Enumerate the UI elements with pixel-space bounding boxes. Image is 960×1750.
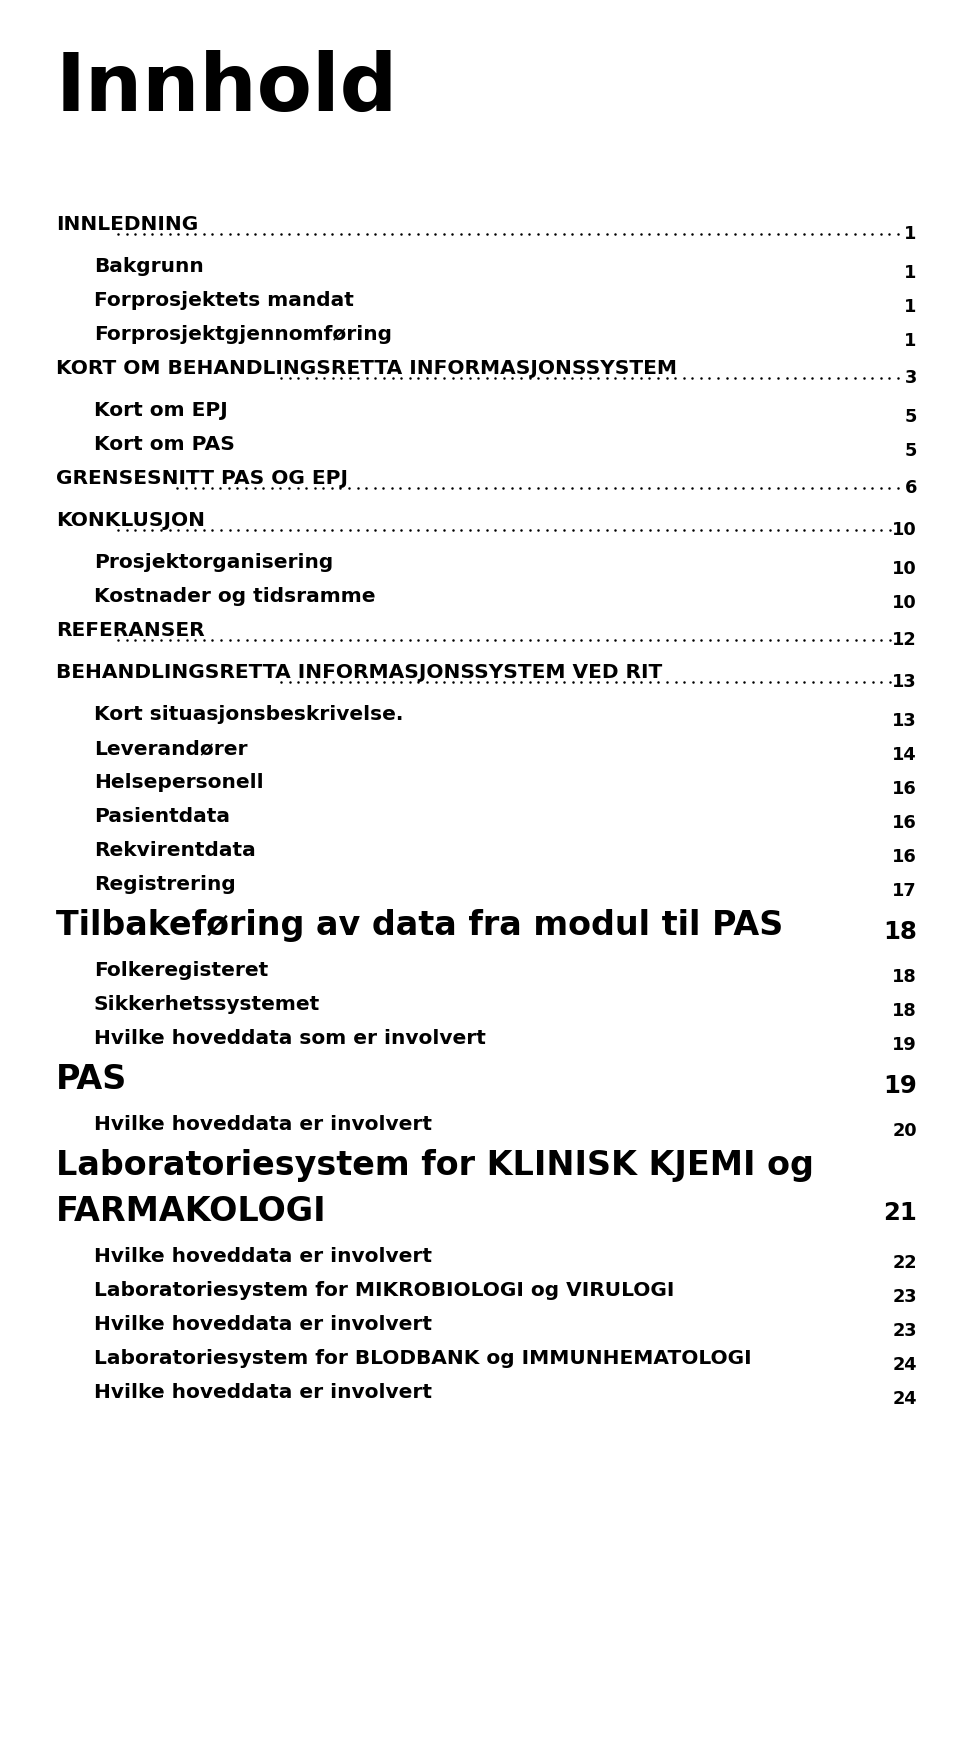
Text: 19: 19 [883,1074,917,1097]
Text: Kostnader og tidsramme: Kostnader og tidsramme [94,586,375,605]
Text: Folkeregisteret: Folkeregisteret [94,961,268,980]
Text: Laboratoriesystem for BLODBANK og IMMUNHEMATOLOGI: Laboratoriesystem for BLODBANK og IMMUNH… [94,1349,752,1368]
Text: 18: 18 [883,920,917,943]
Text: 1: 1 [904,332,917,350]
Text: FARMAKOLOGI: FARMAKOLOGI [56,1195,326,1228]
Text: 14: 14 [892,746,917,765]
Text: REFERANSER: REFERANSER [56,621,204,640]
Text: Hvilke hoveddata er involvert: Hvilke hoveddata er involvert [94,1382,432,1402]
Text: 18: 18 [892,1003,917,1020]
Text: 19: 19 [892,1036,917,1054]
Text: Hvilke hoveddata er involvert: Hvilke hoveddata er involvert [94,1115,432,1134]
Text: 12: 12 [892,632,917,649]
Text: 16: 16 [892,780,917,798]
Text: Hvilke hoveddata er involvert: Hvilke hoveddata er involvert [94,1314,432,1334]
Text: 10: 10 [892,522,917,539]
Text: 24: 24 [892,1356,917,1374]
Text: 24: 24 [892,1390,917,1409]
Text: 3: 3 [904,369,917,387]
Text: Rekvirentdata: Rekvirentdata [94,842,255,859]
Text: 10: 10 [892,593,917,612]
Text: 23: 23 [892,1321,917,1340]
Text: 17: 17 [892,882,917,900]
Text: Prosjektorganisering: Prosjektorganisering [94,553,333,572]
Text: Kort om EPJ: Kort om EPJ [94,401,228,420]
Text: Kort situasjonsbeskrivelse.: Kort situasjonsbeskrivelse. [94,705,403,724]
Text: INNLEDNING: INNLEDNING [56,215,198,235]
Text: 23: 23 [892,1288,917,1306]
Text: 5: 5 [904,408,917,425]
Text: Pasientdata: Pasientdata [94,807,229,826]
Text: Innhold: Innhold [56,51,398,128]
Text: KORT OM BEHANDLINGSRETTA INFORMASJONSSYSTEM: KORT OM BEHANDLINGSRETTA INFORMASJONSSYS… [56,359,677,378]
Text: 1: 1 [904,226,917,243]
Text: PAS: PAS [56,1062,127,1096]
Text: Forprosjektets mandat: Forprosjektets mandat [94,290,353,310]
Text: 1: 1 [904,264,917,282]
Text: 16: 16 [892,814,917,831]
Text: Leverandører: Leverandører [94,738,247,758]
Text: 21: 21 [883,1202,917,1225]
Text: 16: 16 [892,849,917,866]
Text: Tilbakeføring av data fra modul til PAS: Tilbakeføring av data fra modul til PAS [56,908,783,942]
Text: 1: 1 [904,298,917,317]
Text: 18: 18 [892,968,917,985]
Text: Helsepersonell: Helsepersonell [94,774,263,793]
Text: 10: 10 [892,560,917,578]
Text: BEHANDLINGSRETTA INFORMASJONSSYSTEM VED RIT: BEHANDLINGSRETTA INFORMASJONSSYSTEM VED … [56,663,662,682]
Text: Sikkerhetssystemet: Sikkerhetssystemet [94,996,320,1013]
Text: 5: 5 [904,443,917,460]
Text: 20: 20 [892,1122,917,1139]
Text: Laboratoriesystem for KLINISK KJEMI og: Laboratoriesystem for KLINISK KJEMI og [56,1150,813,1181]
Text: Registrering: Registrering [94,875,235,894]
Text: Forprosjektgjennomføring: Forprosjektgjennomføring [94,326,392,345]
Text: 13: 13 [892,712,917,730]
Text: Laboratoriesystem for MIKROBIOLOGI og VIRULOGI: Laboratoriesystem for MIKROBIOLOGI og VI… [94,1281,674,1300]
Text: 22: 22 [892,1255,917,1272]
Text: 6: 6 [904,480,917,497]
Text: Hvilke hoveddata er involvert: Hvilke hoveddata er involvert [94,1248,432,1265]
Text: Hvilke hoveddata som er involvert: Hvilke hoveddata som er involvert [94,1029,486,1048]
Text: GRENSESNITT PAS OG EPJ: GRENSESNITT PAS OG EPJ [56,469,348,488]
Text: Bakgrunn: Bakgrunn [94,257,204,276]
Text: Kort om PAS: Kort om PAS [94,436,234,453]
Text: 13: 13 [892,674,917,691]
Text: KONKLUSJON: KONKLUSJON [56,511,204,530]
